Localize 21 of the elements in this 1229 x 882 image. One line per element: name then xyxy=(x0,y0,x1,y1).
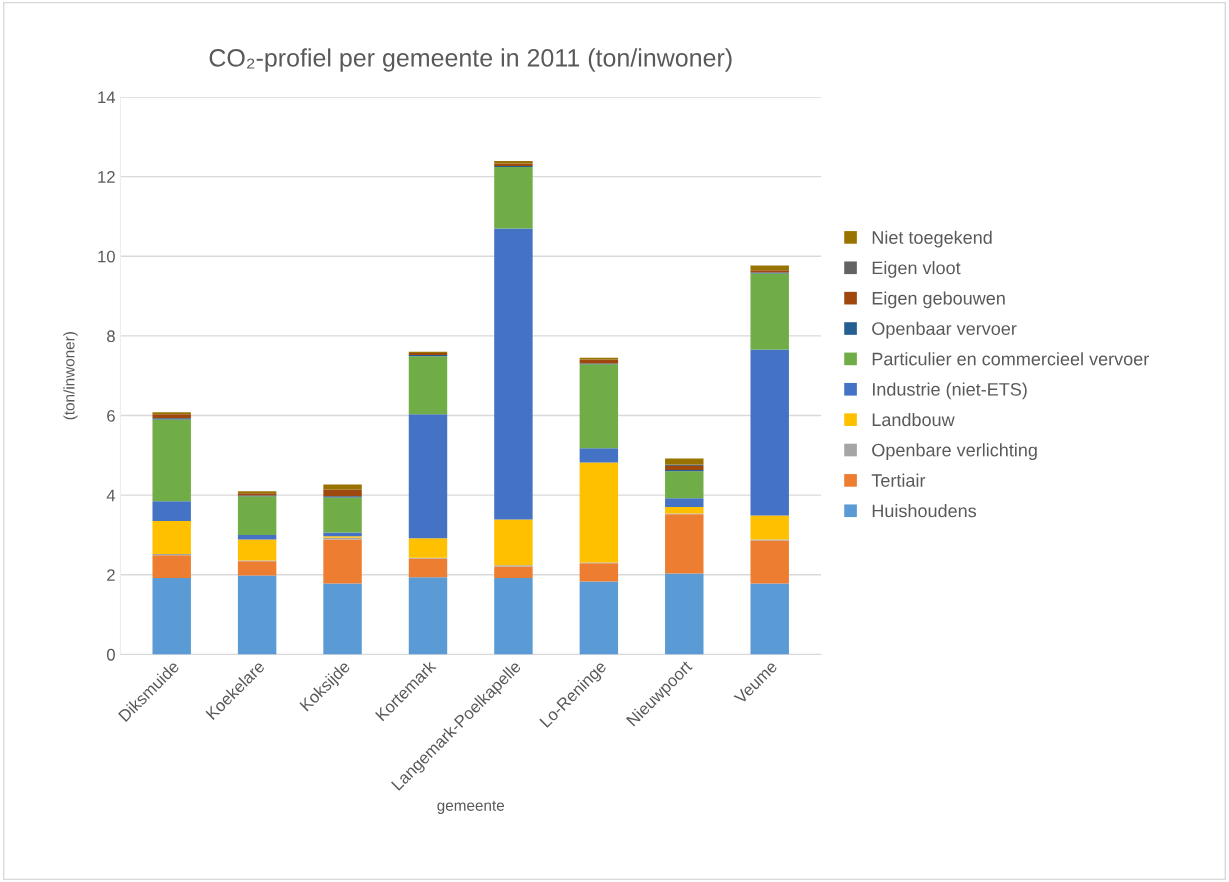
legend-label: Tertiair xyxy=(871,473,926,487)
legend-label: Openbaar vervoer xyxy=(872,321,1017,339)
legend-label: Openbare verlichting xyxy=(872,443,1037,461)
legend-label: Particulier en commercieel vervoer xyxy=(872,352,1149,366)
legend-label: Eigen vloot xyxy=(872,261,961,278)
y-tick-label: 12 xyxy=(98,171,115,183)
legend-label: Landbouw xyxy=(872,412,955,427)
y-tick-label: 2 xyxy=(107,569,115,581)
x-axis-title: gemeente xyxy=(437,800,505,814)
y-axis-title: (ton/inwoner) xyxy=(63,332,78,420)
chart-title: CO₂-profiel per gemeente in 2011 (ton/inwoner) xyxy=(209,48,732,72)
y-tick-label: 8 xyxy=(107,330,115,343)
legend-label: Industrie (niet-ETS) xyxy=(872,382,1027,400)
y-tick-label: 10 xyxy=(98,250,115,263)
legend-label: Eigen gebouwen xyxy=(872,291,1005,309)
y-tick-label: 4 xyxy=(106,489,116,502)
legend-label: Niet toegekend xyxy=(872,230,992,248)
y-tick-label: 0 xyxy=(106,648,115,661)
y-tick-label: 6 xyxy=(107,409,115,422)
y-tick-label: 14 xyxy=(98,91,116,104)
legend-label: Huishoudens xyxy=(872,503,977,518)
